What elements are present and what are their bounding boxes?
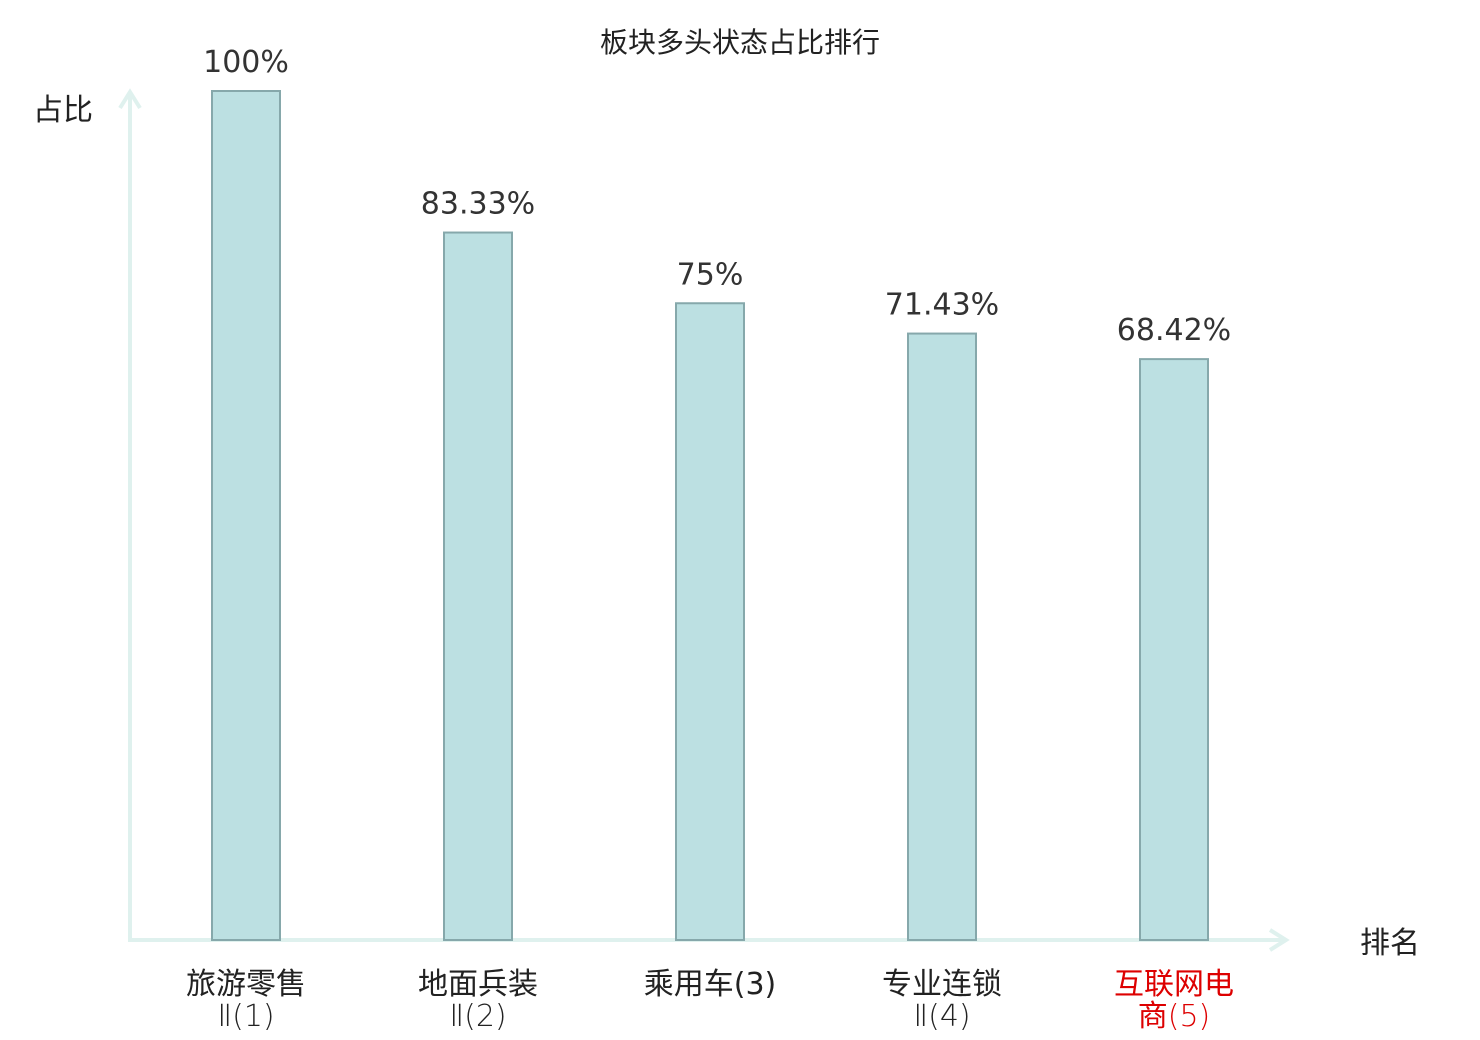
x-tick-label: 专业连锁 <box>882 967 1002 1002</box>
bar-value-label: 68.42% <box>1117 313 1231 348</box>
bar-value-label: 100% <box>203 45 289 80</box>
bar <box>675 302 745 941</box>
bars-group <box>211 90 1209 941</box>
bar-value-label: 83.33% <box>421 187 535 222</box>
bar-value-label: 71.43% <box>885 288 999 323</box>
x-tick-sublabel: 商(5) <box>1138 999 1211 1034</box>
bar <box>211 90 281 941</box>
x-tick-label: 互联网电 <box>1114 967 1234 1002</box>
x-tick-label: 地面兵装 <box>418 967 538 1002</box>
bar-value-label: 75% <box>677 257 744 292</box>
x-axis-label: 排名 <box>1360 926 1420 961</box>
x-tick-sublabel: Ⅱ(1) <box>217 999 274 1034</box>
bar <box>907 332 977 941</box>
bar <box>1139 358 1209 941</box>
y-axis-arrow <box>118 88 142 110</box>
x-axis-arrow <box>1268 928 1290 952</box>
x-tick-label: 旅游零售 <box>186 967 306 1002</box>
chart-title: 板块多头状态占比排行 <box>600 26 880 59</box>
bar <box>443 231 513 941</box>
x-tick-sublabel: Ⅱ(4) <box>913 999 970 1034</box>
y-axis-label: 占比 <box>33 93 93 128</box>
x-tick-sublabel: Ⅱ(2) <box>449 999 506 1034</box>
x-tick-label: 乘用车(3) <box>644 967 777 1002</box>
